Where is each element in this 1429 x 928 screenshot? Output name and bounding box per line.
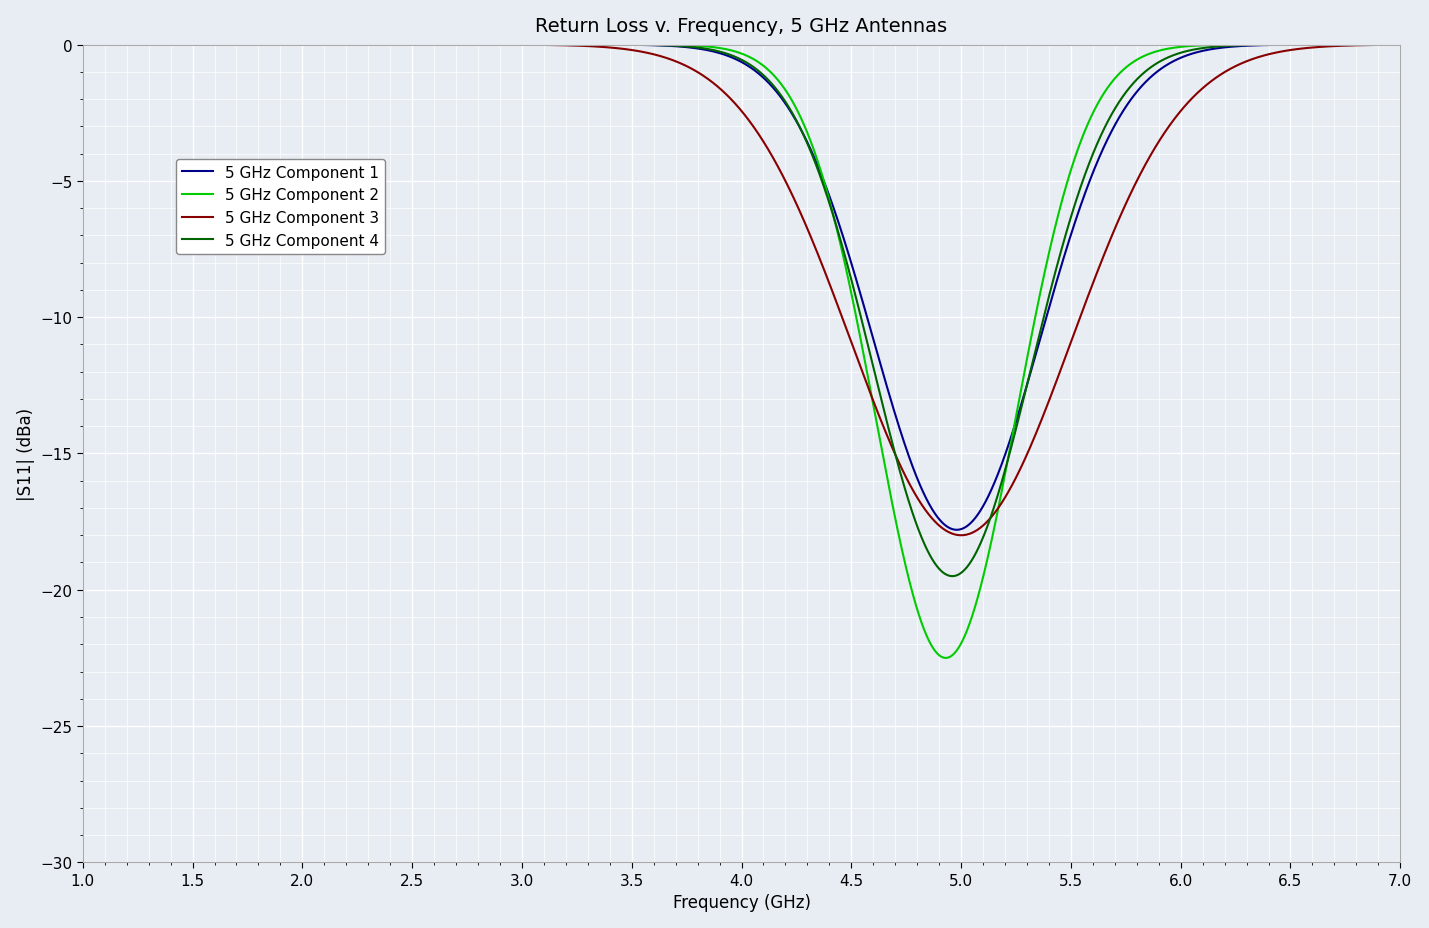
5 GHz Component 2	[1157, 45, 1175, 56]
5 GHz Component 2	[74, 40, 91, 51]
5 GHz Component 1	[577, 40, 594, 51]
5 GHz Component 4	[932, 564, 949, 575]
5 GHz Component 3	[953, 530, 970, 541]
5 GHz Component 4	[1392, 40, 1409, 51]
Title: Return Loss v. Frequency, 5 GHz Antennas: Return Loss v. Frequency, 5 GHz Antennas	[536, 17, 947, 35]
Line: 5 GHz Component 1: 5 GHz Component 1	[83, 45, 1400, 530]
5 GHz Component 4	[74, 40, 91, 51]
5 GHz Component 3	[577, 42, 594, 53]
5 GHz Component 4	[943, 571, 960, 582]
5 GHz Component 1	[74, 40, 91, 51]
5 GHz Component 2	[937, 652, 955, 664]
5 GHz Component 4	[313, 40, 330, 51]
5 GHz Component 2	[313, 40, 330, 51]
5 GHz Component 2	[1392, 40, 1409, 51]
5 GHz Component 4	[1157, 54, 1175, 65]
Legend: 5 GHz Component 1, 5 GHz Component 2, 5 GHz Component 3, 5 GHz Component 4: 5 GHz Component 1, 5 GHz Component 2, 5 …	[176, 160, 386, 254]
5 GHz Component 1	[1392, 40, 1409, 51]
5 GHz Component 4	[1057, 228, 1075, 239]
5 GHz Component 4	[577, 40, 594, 51]
Line: 5 GHz Component 4: 5 GHz Component 4	[83, 45, 1400, 576]
Y-axis label: |S11| (dBa): |S11| (dBa)	[17, 407, 34, 500]
5 GHz Component 3	[74, 40, 91, 51]
5 GHz Component 2	[1057, 181, 1075, 192]
5 GHz Component 2	[577, 40, 594, 51]
5 GHz Component 3	[313, 40, 330, 51]
5 GHz Component 2	[932, 651, 949, 662]
5 GHz Component 3	[1157, 125, 1175, 136]
Line: 5 GHz Component 3: 5 GHz Component 3	[83, 45, 1400, 535]
Line: 5 GHz Component 2: 5 GHz Component 2	[83, 45, 1400, 658]
5 GHz Component 1	[313, 40, 330, 51]
5 GHz Component 2	[865, 398, 882, 409]
5 GHz Component 3	[932, 521, 949, 532]
5 GHz Component 1	[1057, 245, 1075, 256]
5 GHz Component 1	[865, 332, 882, 343]
5 GHz Component 1	[1157, 60, 1175, 71]
X-axis label: Frequency (GHz): Frequency (GHz)	[673, 894, 810, 911]
5 GHz Component 3	[1057, 350, 1075, 361]
5 GHz Component 4	[865, 360, 882, 371]
5 GHz Component 3	[1392, 40, 1409, 51]
5 GHz Component 1	[932, 514, 949, 525]
5 GHz Component 1	[947, 524, 965, 535]
5 GHz Component 3	[865, 395, 882, 406]
